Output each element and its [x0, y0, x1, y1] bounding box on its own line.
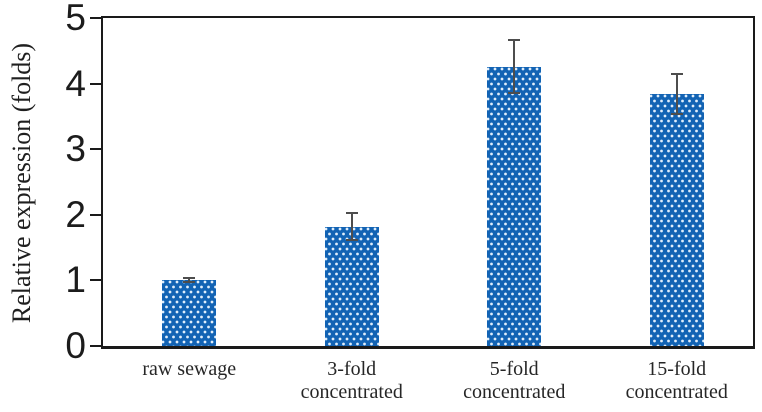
- category-label-2: 3-fold concentrated: [262, 358, 442, 404]
- category-label-line: concentrated: [463, 381, 566, 403]
- y-tick-label: 5: [65, 0, 86, 38]
- plot-area: [90, 16, 755, 349]
- error-bar-line: [350, 212, 353, 241]
- y-tick-label: 4: [65, 62, 86, 104]
- bar-1: [162, 280, 217, 346]
- category-label-line: 5-fold: [489, 358, 539, 380]
- bar-3: [487, 66, 542, 346]
- bar-4: [649, 94, 704, 346]
- error-bar-cap-bottom: [345, 239, 358, 242]
- category-label-line: raw sewage: [142, 358, 237, 380]
- y-tick-mark: [90, 279, 102, 282]
- category-label-4: 15-fold concentrated: [587, 358, 762, 404]
- error-bar-cap-bottom: [183, 281, 196, 284]
- error-bar-line: [513, 39, 516, 94]
- y-tick-label: 1: [65, 259, 86, 301]
- y-tick-label: 2: [65, 193, 86, 235]
- error-bar-cap-top: [183, 277, 196, 280]
- error-bar-cap-top: [670, 73, 683, 76]
- category-label-line: concentrated: [625, 381, 728, 403]
- y-tick-mark: [90, 345, 102, 347]
- error-bar-cap-top: [508, 38, 521, 41]
- bar-2: [324, 226, 379, 346]
- error-bar-cap-bottom: [670, 112, 683, 115]
- category-label-1: raw sewage: [99, 358, 279, 381]
- error-bar-line: [188, 278, 191, 283]
- y-tick-mark: [90, 17, 102, 19]
- error-bar-cap-top: [345, 211, 358, 214]
- y-tick-mark: [90, 213, 102, 216]
- error-bar-cap-bottom: [508, 92, 521, 95]
- y-tick-mark: [90, 82, 102, 85]
- y-tick-label: 0: [65, 325, 86, 366]
- category-label-line: 15-fold: [647, 358, 707, 380]
- category-label-line: 3-fold: [327, 358, 377, 380]
- category-label-line: concentrated: [300, 381, 403, 403]
- y-tick-mark: [90, 148, 102, 151]
- error-bar-line: [675, 74, 678, 114]
- category-label-3: 5-fold concentrated: [424, 358, 604, 404]
- y-tick-label: 3: [65, 128, 86, 170]
